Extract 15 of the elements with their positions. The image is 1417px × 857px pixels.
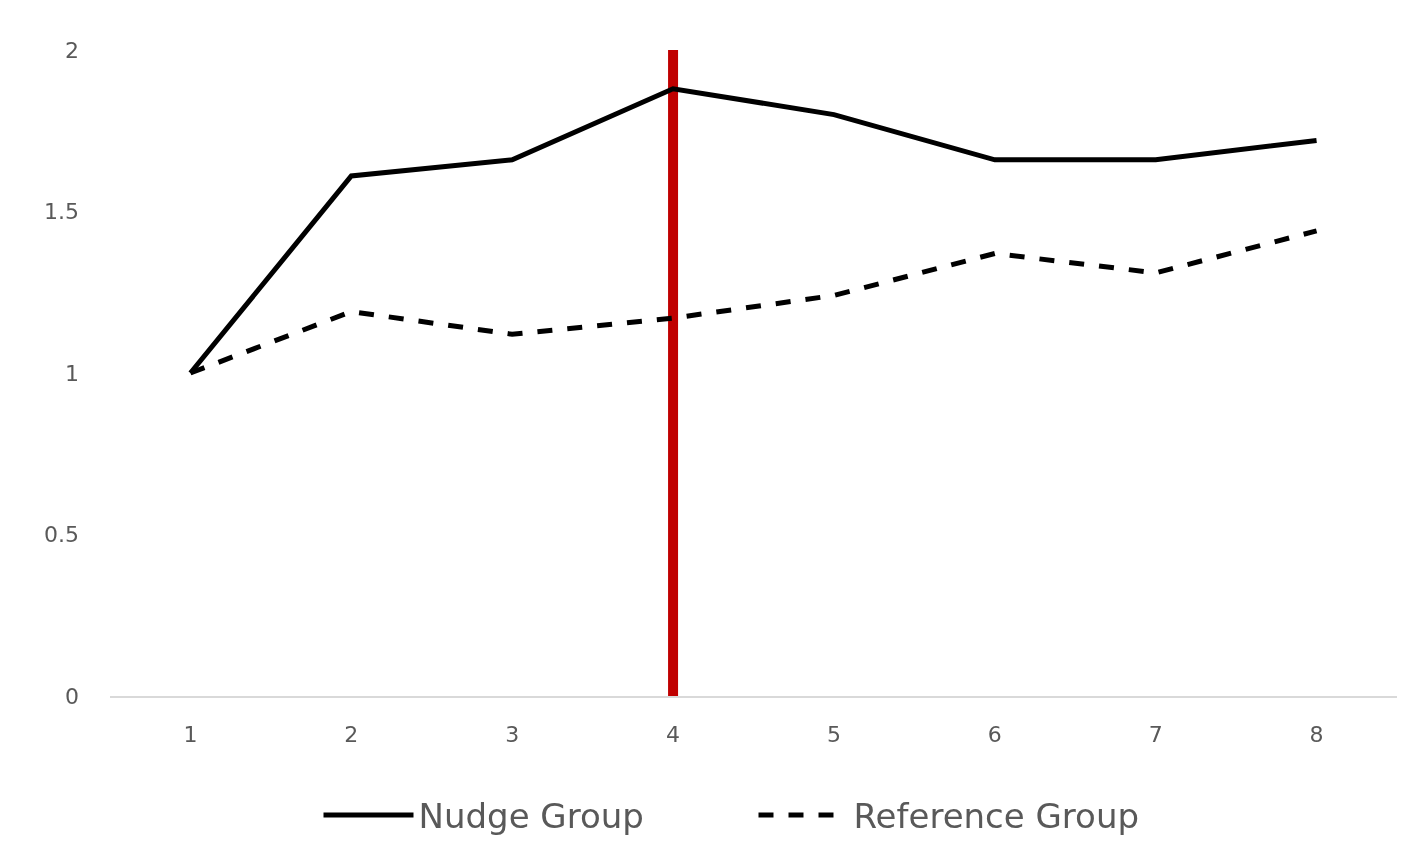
y-tick-label: 1.5 xyxy=(44,199,79,225)
legend-label: Nudge Group xyxy=(418,796,644,837)
x-tick-label: 4 xyxy=(666,722,681,748)
x-tick-label: 8 xyxy=(1309,722,1324,748)
legend-label: Reference Group xyxy=(853,796,1140,837)
x-tick-label: 3 xyxy=(505,722,520,748)
x-tick-label: 2 xyxy=(344,722,359,748)
x-tick-label: 5 xyxy=(826,722,841,748)
x-tick-label: 6 xyxy=(987,722,1002,748)
y-tick-label: 1 xyxy=(65,360,79,386)
y-tick-label: 2 xyxy=(65,37,79,63)
y-tick-label: 0.5 xyxy=(44,522,79,548)
y-tick-label: 0 xyxy=(65,683,79,709)
x-tick-label: 7 xyxy=(1148,722,1163,748)
x-tick-label: 1 xyxy=(183,722,198,748)
